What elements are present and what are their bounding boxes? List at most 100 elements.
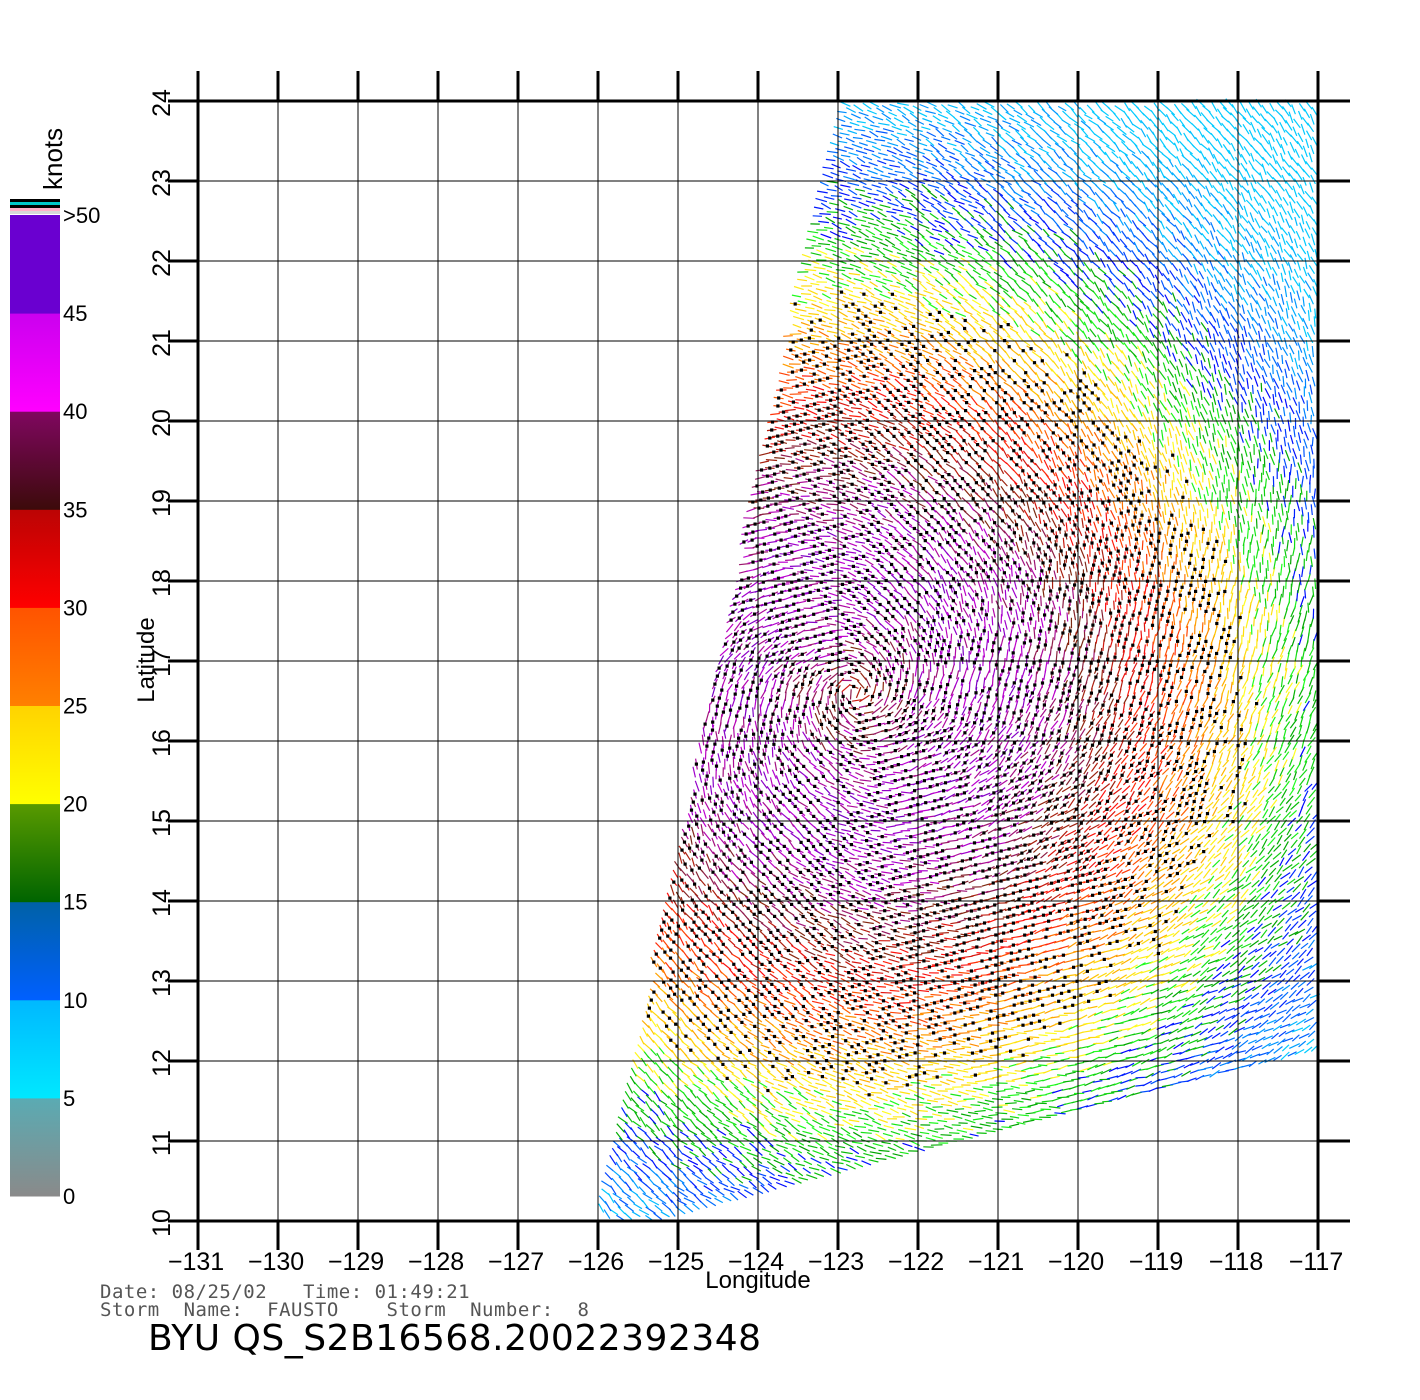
rain-flag-dot (1112, 895, 1116, 899)
wind-vector (1080, 1006, 1090, 1012)
wind-vector (1128, 1018, 1139, 1021)
wind-vector (654, 972, 663, 980)
wind-vector (1126, 768, 1134, 779)
rain-flag-dot (776, 928, 780, 932)
rain-flag-dot (845, 949, 849, 953)
wind-vector (902, 963, 914, 966)
wind-vector (1027, 1103, 1038, 1108)
rain-flag-dot (686, 966, 690, 970)
wind-vector (1203, 839, 1211, 848)
wind-vector (1301, 934, 1312, 942)
rain-flag-dot (845, 1001, 849, 1005)
wind-vector (1240, 888, 1249, 899)
rain-flag-dot (1100, 913, 1104, 917)
rain-flag-dot (745, 996, 749, 1000)
rain-flag-dot (893, 839, 897, 843)
wind-vector (1298, 949, 1307, 959)
rain-flag-dot (994, 955, 998, 959)
wind-vector (1209, 1019, 1219, 1024)
rain-flag-dot (1039, 839, 1043, 843)
rain-flag-dot (697, 956, 701, 960)
wind-vector (1307, 917, 1314, 927)
rain-flag-dot (1082, 865, 1087, 869)
wind-vector (1229, 908, 1238, 915)
wind-vector (702, 1004, 713, 1013)
wind-vector (781, 1036, 793, 1045)
rain-flag-dot (891, 997, 895, 1001)
wind-vector (1050, 1007, 1061, 1012)
wind-vector (811, 1098, 822, 1103)
wind-vector (693, 1194, 702, 1203)
rain-flag-dot (937, 1015, 941, 1019)
wind-vector (1035, 868, 1046, 874)
rain-flag-dot (748, 1010, 752, 1014)
rain-flag-dot (1108, 881, 1112, 885)
rain-flag-dot (929, 987, 933, 991)
wind-vector (707, 1191, 718, 1198)
rain-flag-dot (971, 931, 975, 935)
wind-vector (907, 1119, 917, 1123)
wind-vector (738, 957, 746, 968)
wind-vector (893, 1143, 905, 1151)
wind-vector (920, 1011, 932, 1015)
rain-flag-dot (740, 1020, 744, 1024)
rain-flag-dot (949, 907, 953, 911)
wind-vector (1068, 1024, 1078, 1030)
wind-vector (1211, 920, 1222, 928)
rain-flag-dot (1079, 963, 1083, 967)
wind-vector (1037, 1064, 1048, 1067)
wind-vector (1290, 1012, 1301, 1020)
wind-vector (1276, 834, 1283, 845)
wind-vector (1239, 897, 1247, 906)
rain-flag-dot (932, 1001, 937, 1005)
rain-flag-dot (1033, 975, 1037, 979)
wind-vector (1259, 756, 1265, 767)
rain-flag-dot (726, 926, 731, 930)
rain-flag-dot (1134, 799, 1138, 803)
rain-flag-dot (1130, 875, 1135, 879)
rain-flag-dot (927, 1025, 931, 1029)
wind-vector (860, 1099, 872, 1106)
wind-vector (1237, 815, 1244, 825)
wind-vector (1258, 1059, 1267, 1065)
wind-vector (886, 1025, 898, 1032)
wind-vector (1294, 794, 1302, 802)
rain-flag-dot (806, 958, 810, 963)
rain-flag-dot (956, 815, 961, 819)
rain-flag-dot (785, 896, 789, 900)
wind-vector (984, 1099, 995, 1103)
wind-vector (728, 878, 737, 887)
wind-vector (946, 1048, 957, 1054)
rain-flag-dot (908, 925, 912, 929)
wind-vector (982, 934, 993, 940)
wind-vector (902, 843, 914, 846)
wind-vector (663, 1142, 672, 1150)
wind-vector (618, 1198, 629, 1206)
wind-vector (872, 911, 882, 915)
rain-flag-dot (1079, 821, 1083, 825)
wind-vector (985, 1069, 998, 1073)
rain-flag-dot (1102, 875, 1106, 879)
wind-vector (1040, 851, 1048, 859)
wind-vector (1070, 926, 1081, 932)
wind-vector (871, 1029, 881, 1036)
rain-flag-dot (724, 904, 728, 908)
rain-flag-dot (959, 867, 963, 871)
rain-flag-dot (935, 963, 939, 967)
wind-vector (1304, 866, 1313, 874)
wind-vector (1273, 935, 1283, 941)
rain-flag-dot (905, 903, 910, 907)
wind-vector (1130, 948, 1142, 955)
wind-vector (824, 960, 835, 965)
wind-vector (755, 1149, 763, 1156)
wind-vector (857, 907, 869, 911)
wind-vector (662, 939, 670, 949)
wind-vector (1279, 1023, 1291, 1029)
wind-vector (1044, 865, 1053, 873)
wind-vector (753, 1074, 761, 1083)
rain-flag-dot (743, 944, 747, 948)
wind-vector (936, 887, 947, 891)
wind-vector (1212, 798, 1220, 809)
wind-vector (722, 1157, 733, 1164)
rain-flag-dot (770, 982, 774, 986)
